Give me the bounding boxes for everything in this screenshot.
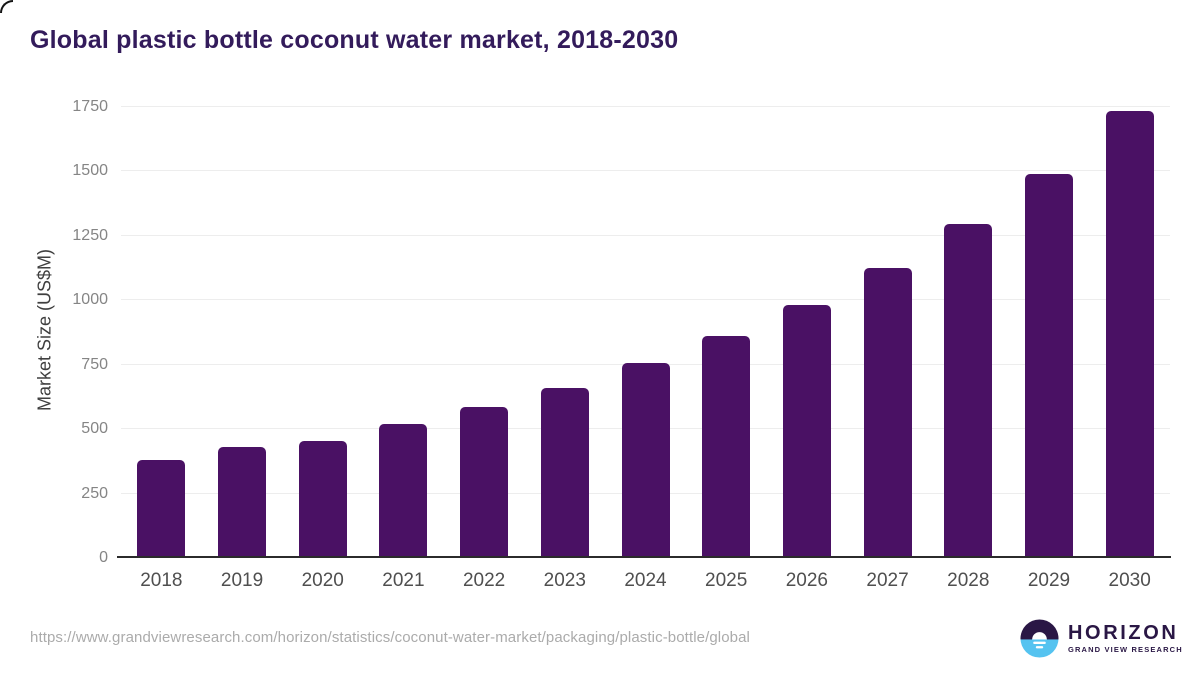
horizon-logo: HORIZON GRAND VIEW RESEARCH [1020, 619, 1183, 658]
y-tick-label-1000: 1000 [72, 291, 108, 309]
bar-2022 [460, 407, 509, 558]
bar-2024 [621, 363, 670, 558]
y-tick-label-250: 250 [81, 484, 108, 502]
plot-area [121, 88, 1170, 558]
y-tick-label-500: 500 [81, 420, 108, 438]
y-tick-label-750: 750 [81, 355, 108, 373]
gridline-1500 [121, 170, 1170, 172]
bar-2021 [379, 424, 428, 558]
x-axis-line [117, 556, 1171, 558]
x-tick-label-2025: 2025 [705, 570, 748, 591]
horizon-logo-text: HORIZON GRAND VIEW RESEARCH [1068, 621, 1183, 654]
bar-2026 [782, 305, 831, 558]
x-tick-label-2023: 2023 [543, 570, 586, 591]
bar-2019 [218, 447, 267, 558]
x-tick-label-2018: 2018 [140, 570, 183, 591]
x-tick-label-2021: 2021 [382, 570, 425, 591]
y-tick-label-1250: 1250 [72, 226, 108, 244]
y-tick-label-1500: 1500 [72, 162, 108, 180]
x-tick-label-2030: 2030 [1108, 570, 1151, 591]
bar-2030 [1105, 110, 1154, 558]
y-axis-title: Market Size (US$M) [34, 248, 55, 412]
y-tick-label-0: 0 [99, 549, 108, 566]
bar-2029 [1024, 174, 1073, 558]
bar-2023 [540, 387, 589, 558]
x-tick-label-2024: 2024 [624, 570, 667, 591]
bar-2018 [137, 460, 186, 558]
x-tick-label-2019: 2019 [220, 570, 264, 591]
x-tick-label-2028: 2028 [947, 570, 990, 591]
y-tick-label-1750: 1750 [72, 98, 108, 115]
x-tick-label-2029: 2029 [1027, 570, 1071, 591]
bar-2027 [863, 268, 912, 558]
logo-subbrand: GRAND VIEW RESEARCH [1068, 644, 1183, 654]
x-tick-label-2022: 2022 [462, 570, 506, 591]
x-tick-label-2026: 2026 [785, 570, 829, 591]
x-tick-label-2027: 2027 [866, 570, 909, 591]
screen-corner-artifact [0, 0, 13, 13]
chart-title: Global plastic bottle coconut water mark… [30, 26, 679, 54]
logo-brand: HORIZON [1068, 621, 1179, 644]
bar-2020 [298, 440, 347, 558]
bar-2025 [702, 336, 751, 558]
bar-2028 [944, 224, 993, 558]
gridline-1750 [121, 106, 1170, 107]
gridline-1000 [121, 299, 1170, 301]
source-url: https://www.grandviewresearch.com/horizo… [30, 629, 750, 646]
horizon-logo-icon [1020, 619, 1059, 658]
gridline-1250 [121, 234, 1170, 236]
x-tick-label-2020: 2020 [301, 570, 344, 591]
